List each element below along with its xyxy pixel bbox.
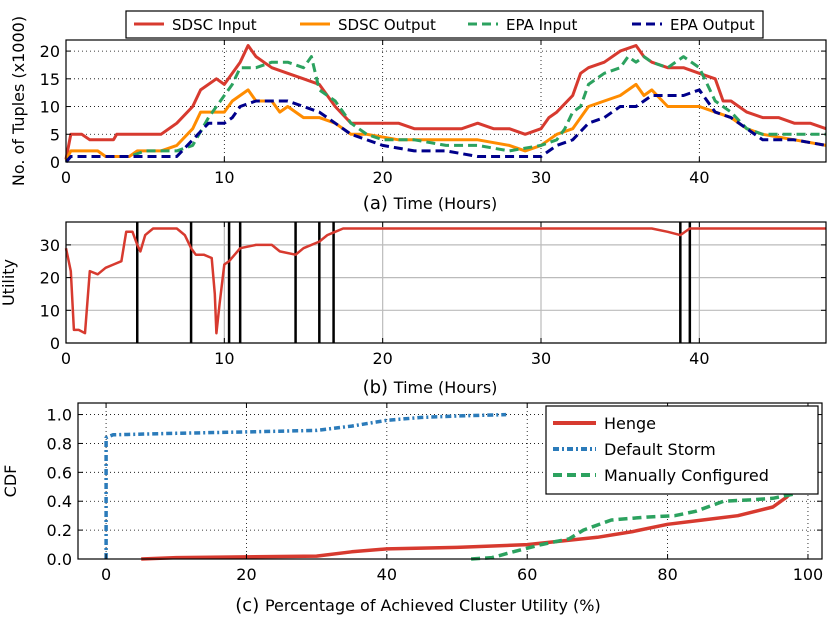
panel-b-caption: (b) bbox=[363, 377, 394, 398]
panel-b-xtick-label-3: 30 bbox=[531, 349, 551, 368]
panel-c-chart: 0 20 40 60 80 100 0.0 0.2 0.4 0.6 0.8 1.0 (c) Percen… bbox=[1, 402, 824, 616]
panel-b-caption-and-xlabel: (b) Time (Hours) bbox=[363, 377, 498, 398]
panel-b-ytick-label-1: 10 bbox=[40, 301, 60, 320]
panel-a-axes-frame bbox=[65, 39, 827, 163]
panel-b-chart: 0 10 20 30 40 0 10 20 30 (b) Time (Hours) Utility bbox=[0, 221, 827, 398]
panel-a-ytick-label-2: 10 bbox=[40, 98, 60, 117]
panel-b-series-line-0 bbox=[64, 227, 826, 335]
panel-a-ytick-label-1: 5 bbox=[50, 125, 60, 144]
panel-a-xtick-label-4: 40 bbox=[689, 168, 709, 187]
panel-b-xtick-label-0: 0 bbox=[61, 349, 71, 368]
panel-c-xtick-label-5: 100 bbox=[793, 565, 824, 584]
panel-c-ytick-label-0: 0.0 bbox=[47, 550, 72, 569]
panel-a-xtick-label-2: 20 bbox=[372, 168, 392, 187]
panel-c-ytick-label-2: 0.4 bbox=[47, 492, 72, 511]
panel-c-ytick-label-4: 0.8 bbox=[47, 434, 72, 453]
legend-a-label-0: SDSC Input bbox=[172, 16, 257, 34]
panel-c-ylabel: CDF bbox=[1, 465, 20, 498]
panel-a-ytick-label-4: 20 bbox=[40, 42, 60, 61]
panel-a-xtick-label-3: 30 bbox=[531, 168, 551, 187]
panel-a-xtick-label-0: 0 bbox=[61, 168, 71, 187]
panel-a-series-line-3 bbox=[64, 88, 827, 163]
panel-b-xtick-label-1: 10 bbox=[214, 349, 234, 368]
panel-c-xtick-label-1: 20 bbox=[236, 565, 256, 584]
panel-c-xtick-label-2: 40 bbox=[377, 565, 397, 584]
panel-a-ytick-label-3: 15 bbox=[40, 70, 60, 89]
panel-a-chart: 0 10 20 30 40 0 5 10 15 20 (a) Time (Hours) No. of … bbox=[9, 16, 827, 214]
panel-b-ytick-label-0: 0 bbox=[50, 334, 60, 353]
legend-c-label-2: Manually Configured bbox=[604, 466, 769, 485]
panel-b-xtick-label-2: 20 bbox=[372, 349, 392, 368]
panel-b-axes-frame bbox=[65, 221, 827, 344]
panel-b-xtick-label-4: 40 bbox=[689, 349, 709, 368]
panel-a-caption-and-xlabel: (a) Time (Hours) bbox=[363, 193, 497, 214]
panel-a-caption: (a) bbox=[363, 193, 394, 214]
legend-a-label-3: EPA Output bbox=[670, 16, 755, 34]
panel-c-ytick-label-5: 1.0 bbox=[47, 406, 72, 425]
panel-c-xlabel: Percentage of Achieved Cluster Utility (… bbox=[265, 596, 601, 615]
panel-a-ytick-label-0: 0 bbox=[50, 153, 60, 172]
legend-a-label-1: SDSC Output bbox=[338, 16, 436, 34]
panel-a-xtick-label-1: 10 bbox=[214, 168, 234, 187]
panel-c-series-line-1 bbox=[104, 412, 507, 559]
legend-c-label-0: Henge bbox=[604, 414, 656, 433]
panel-c-xtick-label-4: 80 bbox=[657, 565, 677, 584]
panel-a-series-line-2 bbox=[64, 55, 826, 163]
panel-c-series-line-2 bbox=[470, 414, 810, 561]
panel-c-xtick-label-3: 60 bbox=[517, 565, 537, 584]
legend-c-label-1: Default Storm bbox=[604, 440, 716, 459]
panel-b-xlabel: Time (Hours) bbox=[393, 378, 498, 397]
panel-c-ytick-label-3: 0.6 bbox=[47, 463, 72, 482]
panel-c-ytick-label-1: 0.2 bbox=[47, 521, 72, 540]
panel-a-ylabel: No. of Tuples (x1000) bbox=[9, 16, 28, 186]
panel-b-ylabel: Utility bbox=[0, 259, 18, 306]
panel-c-xtick-label-0: 0 bbox=[101, 565, 111, 584]
panel-a-xlabel: Time (Hours) bbox=[393, 194, 498, 213]
panel-c-caption-and-xlabel: (c) Percentage of Achieved Cluster Utili… bbox=[235, 595, 600, 616]
panel-b-ytick-label-2: 20 bbox=[40, 269, 60, 288]
legend-a-label-2: EPA Input bbox=[506, 16, 578, 34]
panel-a-series-line-1 bbox=[64, 82, 827, 161]
legend-a-frame bbox=[125, 10, 764, 39]
panel-c-axes-frame bbox=[77, 402, 823, 560]
panel-a-series-line-0 bbox=[64, 44, 827, 160]
panel-a-legend: SDSC Input SDSC Output EPA Input EPA Output bbox=[125, 10, 764, 39]
panel-b-ytick-label-3: 30 bbox=[40, 236, 60, 255]
panel-c-caption: (c) bbox=[235, 595, 265, 616]
